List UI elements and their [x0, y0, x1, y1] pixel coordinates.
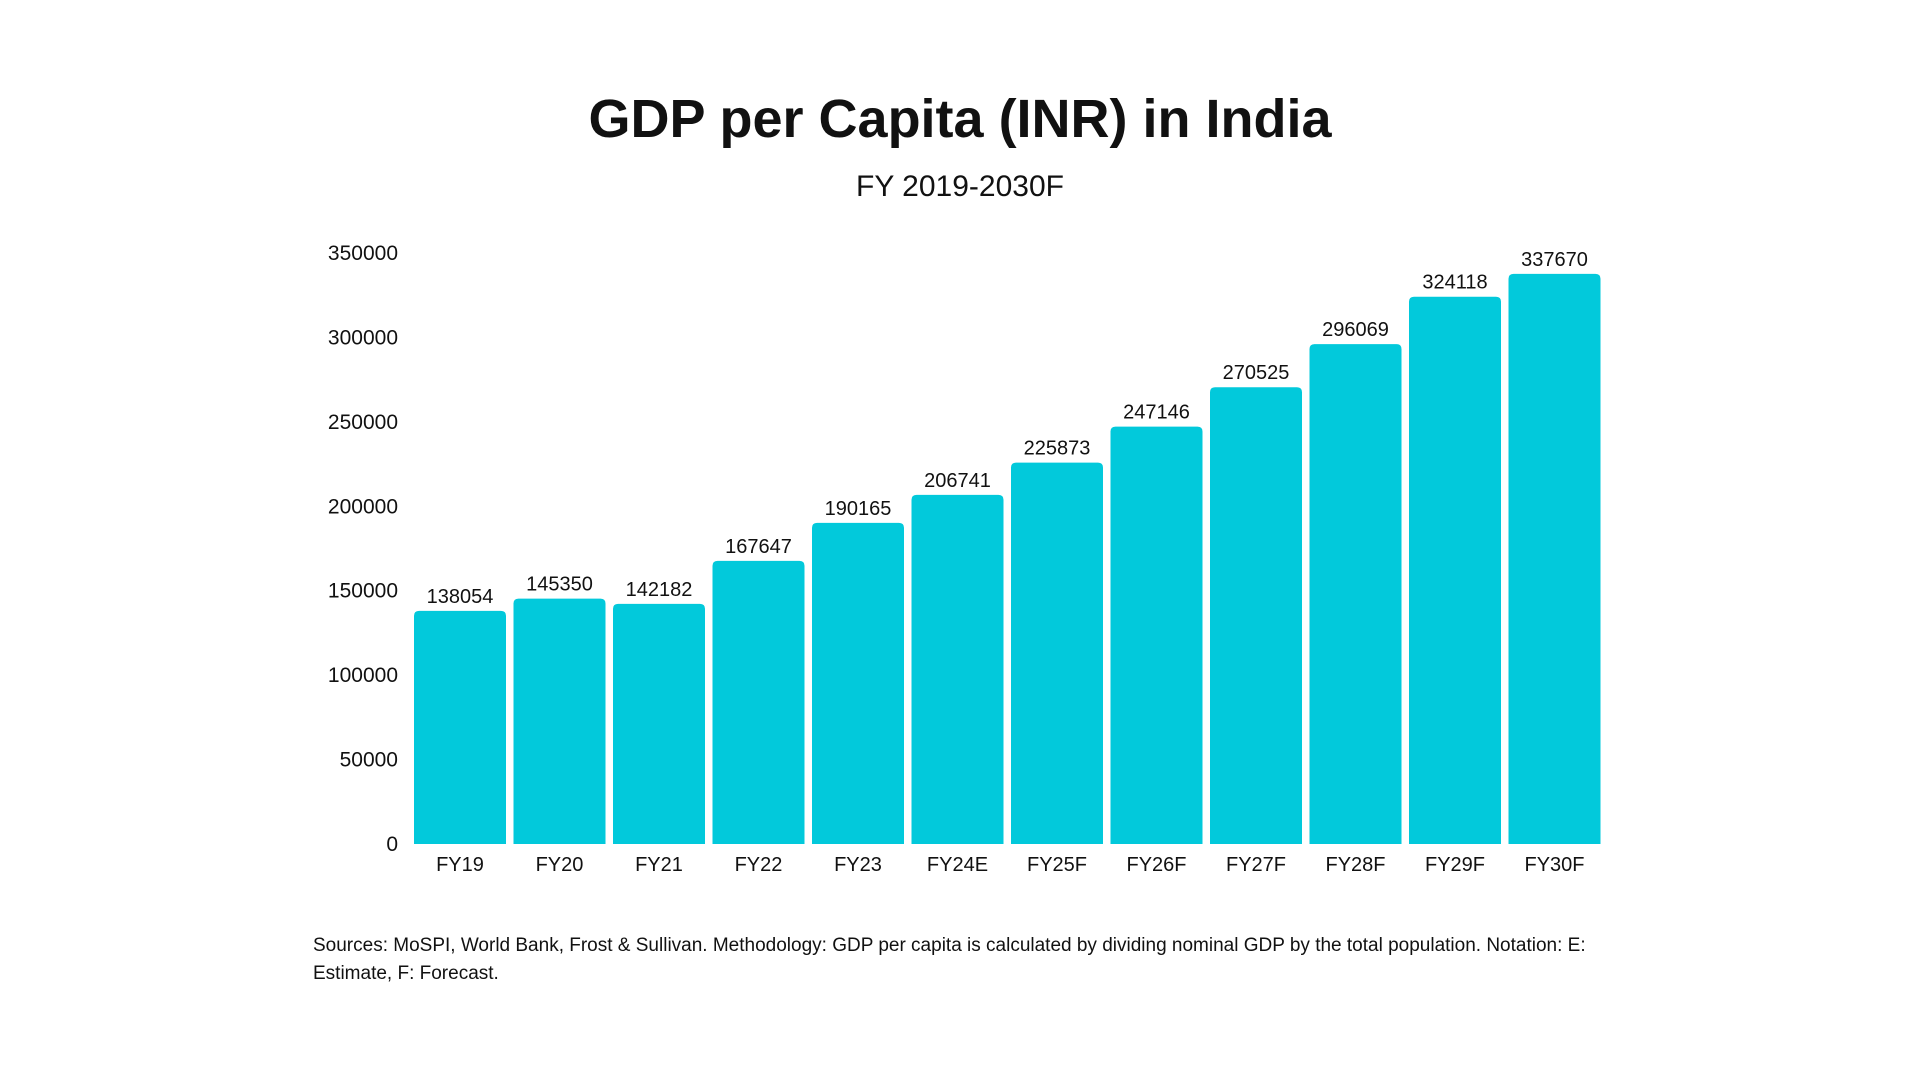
- x-axis: FY19 FY20 FY21 FY22 FY23 FY24E FY25F FY26F FY27F…: [436, 854, 1584, 876]
- x-tick-label: FY20: [536, 854, 584, 876]
- data-label: 270525: [1223, 362, 1290, 384]
- y-tick-label: 100000: [328, 664, 398, 687]
- x-tick-label: FY26F: [1126, 854, 1186, 876]
- x-tick-label: FY28F: [1325, 854, 1385, 876]
- data-label: 142182: [626, 579, 693, 601]
- data-label: 167647: [725, 536, 792, 558]
- data-label: 324118: [1422, 272, 1487, 294]
- footnote: Sources: MoSPI, World Bank, Frost & Sull…: [313, 935, 1586, 984]
- bar-fy24e: [911, 494, 1004, 844]
- data-label: 138054: [427, 586, 494, 608]
- chart-title: GDP per Capita (INR) in India: [588, 89, 1332, 149]
- y-tick-label: 200000: [328, 495, 398, 518]
- bar-fy28f: [1309, 344, 1402, 844]
- bar-fy29f: [1409, 296, 1501, 844]
- x-tick-label: FY22: [735, 854, 783, 876]
- x-tick-label: FY23: [834, 854, 882, 876]
- data-label: 337670: [1521, 249, 1588, 271]
- data-label: 206741: [924, 470, 991, 492]
- data-label: 145350: [526, 574, 593, 596]
- y-tick-label: 50000: [340, 749, 398, 772]
- x-tick-label: FY21: [635, 854, 683, 876]
- y-tick-label: 250000: [328, 411, 398, 434]
- bars: 138054 145350 142182 167647 190165 206741 2258…: [414, 249, 1601, 845]
- y-tick-label: 300000: [328, 326, 398, 349]
- bar-fy19: [414, 610, 506, 844]
- bar-fy30f: [1508, 273, 1601, 845]
- y-tick-label: 350000: [328, 242, 398, 265]
- bar-fy25f: [1011, 462, 1103, 844]
- x-tick-label: FY25F: [1027, 854, 1087, 876]
- bar-fy23: [812, 522, 904, 844]
- y-tick-label: 0: [386, 833, 398, 856]
- y-axis: 0 50000 100000 150000 200000 250000 300000 3500…: [328, 242, 398, 856]
- bar-fy21: [613, 603, 705, 844]
- data-label: 190165: [825, 498, 892, 520]
- chart-subtitle: FY 2019-2030F: [856, 170, 1064, 203]
- x-tick-label: FY29F: [1425, 854, 1485, 876]
- data-label: 296069: [1322, 319, 1389, 341]
- data-label: 247146: [1123, 402, 1190, 424]
- x-tick-label: FY24E: [927, 854, 988, 876]
- x-tick-label: FY27F: [1226, 854, 1286, 876]
- y-tick-label: 150000: [328, 580, 398, 603]
- bar-fy27f: [1210, 387, 1302, 844]
- x-tick-label: FY19: [436, 854, 484, 876]
- bar-fy20: [513, 598, 606, 844]
- data-label: 225873: [1024, 438, 1091, 460]
- x-tick-label: FY30F: [1524, 854, 1584, 876]
- bar-fy26f: [1110, 426, 1203, 844]
- bar-fy22: [712, 560, 805, 844]
